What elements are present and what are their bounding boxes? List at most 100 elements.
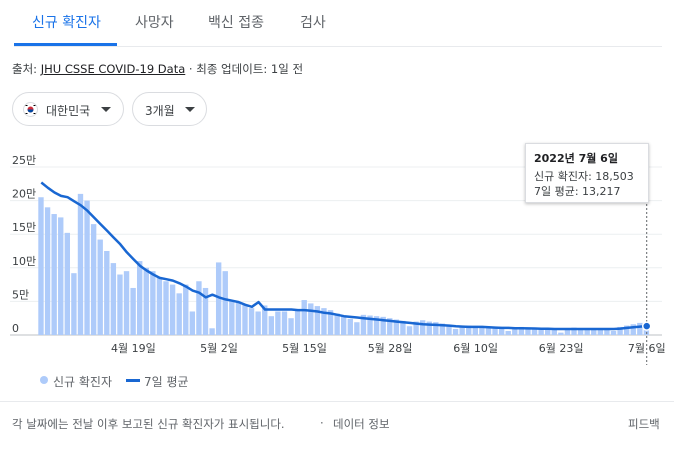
case-bar (301, 300, 307, 335)
case-bar (492, 327, 498, 335)
case-bar (90, 224, 97, 335)
chevron-down-icon (185, 107, 195, 112)
case-bar (308, 303, 314, 335)
case-bar (426, 321, 432, 335)
case-bar (196, 281, 202, 335)
case-bar (84, 200, 90, 335)
case-bar (538, 328, 544, 335)
footer-divider (0, 401, 674, 402)
case-bar (321, 308, 327, 335)
case-bar (262, 305, 268, 335)
case-bar (545, 328, 551, 335)
legend-line-swatch (126, 379, 140, 382)
case-bar (242, 304, 248, 335)
case-bar (176, 293, 182, 335)
case-bar (268, 316, 275, 335)
footer-note: 각 날짜에는 전날 이후 보고된 신규 확진자가 표시됩니다. (12, 417, 285, 431)
case-bar (446, 324, 452, 335)
case-bar (393, 319, 400, 335)
case-bar (558, 332, 564, 335)
case-bar (525, 327, 531, 335)
seven-day-average-line (40, 181, 647, 331)
chevron-down-icon (101, 107, 111, 112)
y-tick-label: 5만 (12, 288, 29, 301)
footer-separator: · (320, 416, 324, 430)
data-info-link[interactable]: 데이터 정보 (333, 417, 390, 431)
tab-tests[interactable]: 검사 (300, 15, 326, 31)
tooltip-cases: 신규 확진자: 18,503 (534, 170, 634, 183)
legend-average-label: 7일 평균 (144, 375, 189, 389)
case-bar (373, 316, 380, 335)
case-bar (294, 310, 301, 335)
case-bar (551, 328, 557, 335)
case-bar (123, 271, 130, 335)
case-bar (459, 326, 465, 335)
case-bar (51, 214, 57, 335)
hover-point (641, 321, 652, 331)
case-bar (610, 330, 617, 335)
case-bar (637, 322, 643, 335)
x-tick-label: 5월 2일 (200, 341, 238, 355)
source-prefix: 출처: (12, 62, 38, 76)
case-bar (150, 271, 156, 335)
y-tick-label: 0 (12, 322, 19, 335)
case-bar (518, 326, 525, 335)
source-link[interactable]: JHU CSSE COVID-19 Data (40, 62, 186, 76)
korea-flag-icon (23, 102, 38, 117)
source-line: 출처: JHU CSSE COVID-19 Data · 최종 업데이트: 1일… (12, 61, 303, 77)
metric-tabs: 신규 확진자 사망자 백신 접종 검사 (14, 0, 662, 47)
case-bar (104, 251, 110, 335)
x-tick-label: 5월 15일 (282, 341, 327, 355)
case-bar (452, 328, 459, 335)
case-bar (334, 313, 340, 335)
cases-chart[interactable]: 0 5만 10만 15만 20만 25만 4월 19일 5월 2일 5월 15일 5월 28일 6… (0, 140, 674, 365)
case-bar (58, 217, 64, 335)
case-bar (229, 300, 235, 335)
case-bar (255, 311, 261, 335)
case-bar (604, 329, 610, 335)
case-bar (623, 325, 630, 335)
period-label: 3개월 (145, 104, 175, 118)
tooltip-date: 2022년 7월 6일 (534, 152, 618, 165)
case-bar (584, 328, 590, 335)
x-tick-label: 5월 28일 (368, 341, 413, 355)
case-bar (248, 308, 255, 335)
active-tab-indicator (14, 43, 117, 46)
case-bar (235, 302, 242, 335)
case-bar (597, 329, 604, 335)
tab-vaccinations[interactable]: 백신 접종 (208, 15, 264, 31)
country-dropdown[interactable]: 대한민국 (12, 92, 124, 126)
case-bar (439, 323, 446, 335)
period-dropdown[interactable]: 3개월 (132, 92, 207, 126)
case-bar (617, 326, 623, 335)
tab-new-cases[interactable]: 신규 확진자 (32, 15, 101, 31)
case-bar (472, 325, 479, 335)
case-bar (341, 315, 347, 335)
tooltip-average: 7일 평균: 13,217 (534, 185, 621, 198)
case-bar (288, 318, 294, 335)
case-bar (327, 310, 334, 335)
case-bar (209, 328, 215, 335)
case-bar (275, 311, 281, 335)
case-bar (156, 277, 163, 335)
case-bar (215, 262, 222, 335)
x-tick-label: 6월 10일 (453, 341, 498, 355)
case-bar (564, 328, 571, 335)
feedback-link[interactable]: 피드백 (628, 417, 660, 431)
case-bar (498, 327, 505, 335)
case-bar (505, 330, 511, 335)
x-tick-label: 6월 23일 (539, 341, 584, 355)
case-bar (433, 322, 439, 335)
case-bar (169, 284, 176, 335)
case-bar (354, 322, 360, 335)
case-bar (413, 321, 419, 335)
country-label: 대한민국 (46, 104, 91, 118)
case-bar (71, 273, 77, 335)
case-bar (222, 271, 228, 335)
case-bar (406, 326, 413, 335)
case-bar (110, 263, 117, 335)
case-bar (137, 261, 143, 335)
legend-bar-swatch (40, 376, 48, 384)
case-bar (466, 325, 472, 335)
tab-deaths[interactable]: 사망자 (135, 15, 174, 31)
